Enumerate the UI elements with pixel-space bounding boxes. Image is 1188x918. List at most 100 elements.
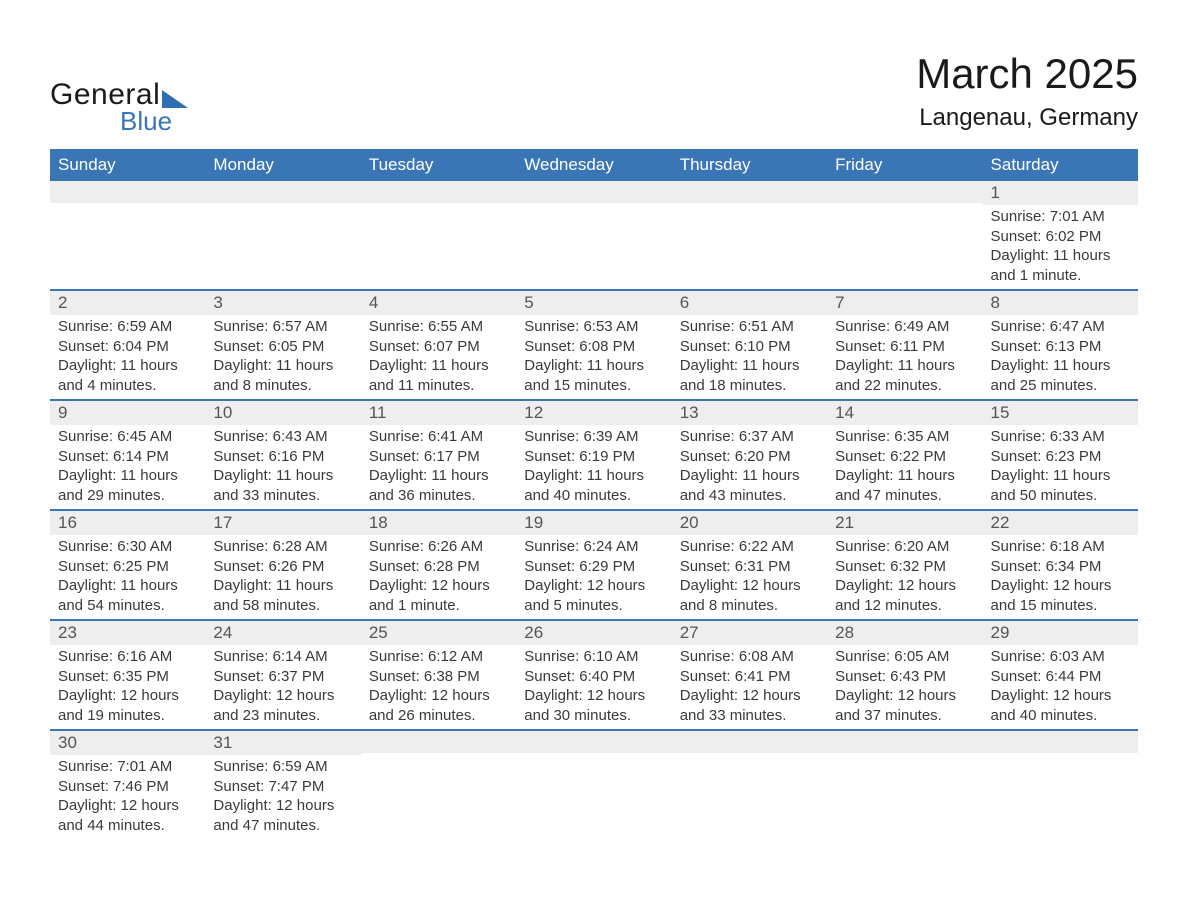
day-dl1: Daylight: 12 hours [680,686,819,706]
calendar-cell [672,730,827,839]
day-sunrise: Sunrise: 6:26 AM [369,537,508,557]
calendar-week: 23Sunrise: 6:16 AMSunset: 6:35 PMDayligh… [50,620,1138,730]
day-body: Sunrise: 6:43 AMSunset: 6:16 PMDaylight:… [205,425,360,509]
day-number: 15 [983,401,1138,425]
day-number: 22 [983,511,1138,535]
calendar: Sunday Monday Tuesday Wednesday Thursday… [50,149,1138,839]
day-body: Sunrise: 6:05 AMSunset: 6:43 PMDaylight:… [827,645,982,729]
day-dl1: Daylight: 11 hours [835,356,974,376]
day-number: 2 [50,291,205,315]
day-dl1: Daylight: 11 hours [991,356,1130,376]
day-number: 8 [983,291,1138,315]
day-dl1: Daylight: 12 hours [524,686,663,706]
day-body: Sunrise: 6:30 AMSunset: 6:25 PMDaylight:… [50,535,205,619]
calendar-week: 16Sunrise: 6:30 AMSunset: 6:25 PMDayligh… [50,510,1138,620]
day-dl2: and 8 minutes. [213,376,352,396]
day-number [827,181,982,203]
day-number: 18 [361,511,516,535]
day-number: 20 [672,511,827,535]
day-body [50,203,205,275]
calendar-cell [361,181,516,290]
day-dl1: Daylight: 11 hours [835,466,974,486]
day-sunrise: Sunrise: 6:10 AM [524,647,663,667]
calendar-cell: 11Sunrise: 6:41 AMSunset: 6:17 PMDayligh… [361,400,516,510]
day-body: Sunrise: 6:37 AMSunset: 6:20 PMDaylight:… [672,425,827,509]
day-header-row: Sunday Monday Tuesday Wednesday Thursday… [50,149,1138,181]
calendar-cell: 29Sunrise: 6:03 AMSunset: 6:44 PMDayligh… [983,620,1138,730]
calendar-cell: 20Sunrise: 6:22 AMSunset: 6:31 PMDayligh… [672,510,827,620]
calendar-cell: 17Sunrise: 6:28 AMSunset: 6:26 PMDayligh… [205,510,360,620]
day-body: Sunrise: 6:18 AMSunset: 6:34 PMDaylight:… [983,535,1138,619]
logo: General Blue [50,50,188,137]
day-header: Tuesday [361,149,516,181]
day-body: Sunrise: 6:12 AMSunset: 6:38 PMDaylight:… [361,645,516,729]
day-number: 7 [827,291,982,315]
day-sunset: Sunset: 7:46 PM [58,777,197,797]
day-sunrise: Sunrise: 6:55 AM [369,317,508,337]
day-sunset: Sunset: 6:05 PM [213,337,352,357]
day-dl2: and 40 minutes. [991,706,1130,726]
calendar-cell [672,181,827,290]
day-number: 23 [50,621,205,645]
day-number: 21 [827,511,982,535]
calendar-cell: 16Sunrise: 6:30 AMSunset: 6:25 PMDayligh… [50,510,205,620]
day-sunset: Sunset: 6:38 PM [369,667,508,687]
day-dl2: and 23 minutes. [213,706,352,726]
day-number: 16 [50,511,205,535]
day-body [827,753,982,825]
title-block: March 2025 Langenau, Germany [916,50,1138,132]
day-sunrise: Sunrise: 6:22 AM [680,537,819,557]
day-dl2: and 25 minutes. [991,376,1130,396]
day-number [983,731,1138,753]
calendar-cell: 13Sunrise: 6:37 AMSunset: 6:20 PMDayligh… [672,400,827,510]
calendar-cell: 4Sunrise: 6:55 AMSunset: 6:07 PMDaylight… [361,290,516,400]
day-body: Sunrise: 6:55 AMSunset: 6:07 PMDaylight:… [361,315,516,399]
day-dl2: and 37 minutes. [835,706,974,726]
day-sunset: Sunset: 7:47 PM [213,777,352,797]
day-body: Sunrise: 7:01 AMSunset: 6:02 PMDaylight:… [983,205,1138,289]
day-body: Sunrise: 6:53 AMSunset: 6:08 PMDaylight:… [516,315,671,399]
day-sunrise: Sunrise: 6:08 AM [680,647,819,667]
day-sunrise: Sunrise: 6:14 AM [213,647,352,667]
day-dl1: Daylight: 11 hours [369,466,508,486]
day-sunrise: Sunrise: 6:59 AM [58,317,197,337]
calendar-cell: 30Sunrise: 7:01 AMSunset: 7:46 PMDayligh… [50,730,205,839]
day-dl2: and 8 minutes. [680,596,819,616]
day-dl2: and 18 minutes. [680,376,819,396]
day-body: Sunrise: 6:10 AMSunset: 6:40 PMDaylight:… [516,645,671,729]
day-dl2: and 5 minutes. [524,596,663,616]
day-dl1: Daylight: 12 hours [835,576,974,596]
day-dl2: and 43 minutes. [680,486,819,506]
day-body: Sunrise: 6:49 AMSunset: 6:11 PMDaylight:… [827,315,982,399]
day-number [361,181,516,203]
calendar-week: 9Sunrise: 6:45 AMSunset: 6:14 PMDaylight… [50,400,1138,510]
day-sunset: Sunset: 6:32 PM [835,557,974,577]
day-dl2: and 36 minutes. [369,486,508,506]
calendar-cell: 25Sunrise: 6:12 AMSunset: 6:38 PMDayligh… [361,620,516,730]
day-body: Sunrise: 6:22 AMSunset: 6:31 PMDaylight:… [672,535,827,619]
day-number: 10 [205,401,360,425]
day-dl2: and 29 minutes. [58,486,197,506]
calendar-cell: 26Sunrise: 6:10 AMSunset: 6:40 PMDayligh… [516,620,671,730]
day-sunset: Sunset: 6:43 PM [835,667,974,687]
calendar-cell: 10Sunrise: 6:43 AMSunset: 6:16 PMDayligh… [205,400,360,510]
day-sunset: Sunset: 6:40 PM [524,667,663,687]
day-dl1: Daylight: 11 hours [213,356,352,376]
day-sunrise: Sunrise: 6:41 AM [369,427,508,447]
day-body [361,203,516,275]
day-sunset: Sunset: 6:29 PM [524,557,663,577]
calendar-cell: 24Sunrise: 6:14 AMSunset: 6:37 PMDayligh… [205,620,360,730]
day-body: Sunrise: 6:03 AMSunset: 6:44 PMDaylight:… [983,645,1138,729]
calendar-cell: 8Sunrise: 6:47 AMSunset: 6:13 PMDaylight… [983,290,1138,400]
day-number: 1 [983,181,1138,205]
day-body: Sunrise: 6:59 AMSunset: 7:47 PMDaylight:… [205,755,360,839]
calendar-cell: 3Sunrise: 6:57 AMSunset: 6:05 PMDaylight… [205,290,360,400]
calendar-cell: 1Sunrise: 7:01 AMSunset: 6:02 PMDaylight… [983,181,1138,290]
day-body [361,753,516,825]
day-dl2: and 33 minutes. [680,706,819,726]
day-sunset: Sunset: 6:22 PM [835,447,974,467]
calendar-cell: 27Sunrise: 6:08 AMSunset: 6:41 PMDayligh… [672,620,827,730]
day-dl2: and 50 minutes. [991,486,1130,506]
day-dl1: Daylight: 11 hours [213,466,352,486]
day-body: Sunrise: 6:14 AMSunset: 6:37 PMDaylight:… [205,645,360,729]
